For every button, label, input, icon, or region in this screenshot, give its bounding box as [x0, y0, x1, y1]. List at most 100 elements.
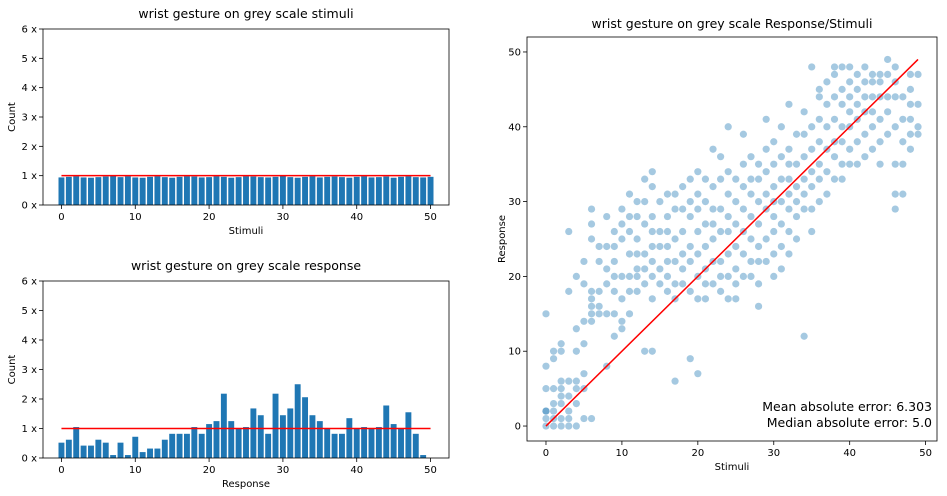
scatter-point	[899, 190, 907, 198]
bar	[58, 442, 65, 458]
scatter-point	[580, 317, 588, 325]
scatter-point	[762, 190, 770, 198]
scatter-point	[709, 205, 717, 213]
bar	[412, 177, 419, 205]
scatter-point	[739, 272, 747, 281]
scatter-point	[876, 115, 884, 123]
scatter-point	[565, 414, 573, 423]
scatter-point	[686, 257, 694, 266]
scatter-point	[770, 250, 778, 258]
scatter-point	[625, 272, 634, 281]
scatter-point	[899, 160, 907, 168]
scatter-point	[891, 63, 899, 71]
scatter-point	[641, 265, 649, 273]
scatter-point	[914, 70, 922, 79]
scatter-point	[724, 123, 732, 131]
bar	[154, 176, 161, 205]
scatter-point	[785, 205, 793, 213]
stimuli-histogram-ticks: 0 x 1 x 2 x 3 x 4 x 5 x 6 x 0 10 20 30 40 50	[22, 25, 437, 224]
scatter-point	[747, 235, 755, 243]
scatter-point	[754, 175, 763, 183]
scatter-point	[610, 310, 618, 318]
scatter-point	[770, 212, 778, 221]
scatter-point	[625, 227, 634, 236]
scatter-point	[717, 272, 725, 281]
bar	[132, 177, 139, 205]
scatter-point	[815, 138, 823, 146]
y-tick-label: 20	[508, 272, 521, 283]
bar	[206, 424, 213, 458]
scatter-point	[686, 212, 694, 221]
scatter-point	[830, 63, 839, 71]
bar	[132, 436, 139, 458]
scatter-point	[610, 287, 618, 295]
scatter-point	[800, 190, 808, 198]
scatter-point	[739, 160, 747, 168]
bar	[331, 176, 338, 205]
response-histogram-xlabel: Response	[222, 479, 270, 490]
scatter-point	[549, 407, 558, 415]
scatter-point	[861, 63, 869, 71]
y-tick-label: 5 x	[22, 306, 38, 317]
scatter-point	[754, 197, 763, 206]
scatter-point	[572, 377, 580, 385]
bar	[228, 421, 235, 458]
scatter-point	[853, 85, 861, 93]
x-tick-label: 0	[58, 465, 64, 476]
bar	[375, 427, 382, 458]
scatter-point	[625, 310, 634, 318]
scatter-point	[891, 93, 899, 101]
bar	[324, 176, 331, 205]
bar	[272, 393, 279, 458]
bar	[183, 433, 190, 458]
bar	[228, 177, 235, 205]
bar	[257, 177, 264, 205]
scatter-point	[724, 250, 732, 258]
scatter-point	[777, 242, 785, 251]
scatter-point	[906, 145, 915, 153]
scatter-point	[549, 399, 558, 408]
scatter-point	[853, 100, 861, 108]
scatter-point	[595, 287, 603, 295]
scatter-point	[633, 212, 641, 221]
scatter-point	[868, 108, 877, 116]
scatter-point	[671, 205, 679, 213]
bar	[339, 433, 345, 458]
scatter-point	[663, 242, 672, 251]
bar	[73, 176, 80, 205]
y-tick-label: 0 x	[22, 201, 38, 212]
scatter-point	[610, 272, 618, 281]
scatter-point	[792, 235, 801, 243]
scatter-point	[580, 414, 588, 423]
scatter-point	[747, 272, 755, 281]
scatter-point	[694, 190, 702, 198]
bar	[427, 176, 434, 205]
scatter-point	[838, 85, 846, 93]
scatter-point	[884, 70, 892, 79]
scatter-point	[754, 160, 763, 168]
scatter-point	[565, 287, 573, 295]
scatter-point	[899, 138, 907, 146]
scatter-point	[686, 287, 694, 295]
scatter-point	[861, 153, 869, 161]
scatter-point	[838, 63, 846, 71]
response-histogram-bars	[58, 384, 431, 458]
bar	[198, 177, 205, 205]
bar	[287, 177, 294, 205]
mean-absolute-error-annotation: Mean absolute error: 6.303	[762, 399, 932, 414]
bar	[65, 176, 72, 205]
bar	[390, 424, 397, 458]
scatter-point	[603, 280, 611, 288]
stimuli-histogram: wrist gesture on grey scale stimuli Coun…	[7, 6, 450, 237]
bar	[302, 176, 309, 205]
scatter-point	[625, 250, 634, 258]
scatter-point	[694, 370, 702, 378]
scatter-point	[861, 130, 869, 138]
scatter-point	[587, 220, 596, 228]
fit-line	[545, 58, 919, 427]
scatter-point	[648, 212, 656, 221]
scatter-point	[732, 220, 740, 228]
scatter-point	[648, 347, 656, 355]
scatter-point	[732, 197, 740, 206]
x-tick-label: 50	[424, 212, 437, 223]
